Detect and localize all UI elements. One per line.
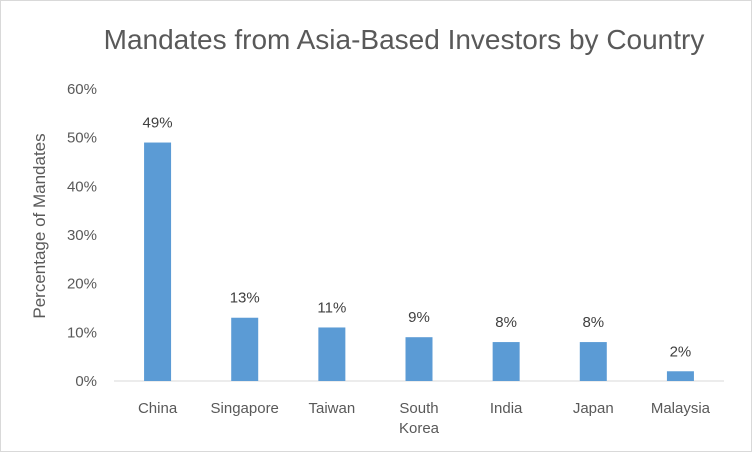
data-label: 9% <box>408 309 430 326</box>
y-tick-label: 50% <box>67 130 97 147</box>
y-tick-label: 20% <box>67 276 97 293</box>
data-label: 8% <box>582 314 604 331</box>
bar <box>492 342 520 381</box>
bars <box>144 142 694 381</box>
x-tick-label: Singapore <box>211 400 279 417</box>
x-tick-label-line: South <box>399 400 438 417</box>
x-tick-label-line: Taiwan <box>309 400 356 417</box>
data-label: 11% <box>317 299 346 316</box>
x-tick-label-line: China <box>138 400 178 417</box>
chart-title: Mandates from Asia-Based Investors by Co… <box>104 24 705 55</box>
data-label: 49% <box>143 115 173 132</box>
data-labels: 49% 13% 11% 9% 8% 8% 2% <box>143 115 692 361</box>
x-tick-label-line: Japan <box>573 400 614 417</box>
x-tick-label-line: Malaysia <box>651 400 711 417</box>
bar <box>318 327 346 381</box>
data-label: 8% <box>495 314 517 331</box>
x-tick-label: Japan <box>573 400 614 417</box>
x-tick-label-line: India <box>490 400 523 417</box>
bar <box>579 342 607 381</box>
x-tick-label: South Korea <box>399 400 440 437</box>
x-ticks: China Singapore Taiwan South Korea India Japan… <box>138 400 711 437</box>
y-ticks: 0% 10% 20% 30% 40% 50% 60% <box>67 81 97 390</box>
x-tick-label-line: Singapore <box>211 400 279 417</box>
bar <box>231 317 259 381</box>
bar <box>666 371 694 381</box>
bar <box>144 142 172 381</box>
x-tick-label: Taiwan <box>309 400 356 417</box>
y-tick-label: 30% <box>67 227 97 244</box>
bar <box>405 337 433 381</box>
x-tick-label: India <box>490 400 523 417</box>
y-tick-label: 40% <box>67 178 97 195</box>
y-axis-label: Percentage of Mandates <box>30 133 49 318</box>
x-tick-label: Malaysia <box>651 400 711 417</box>
y-tick-label: 10% <box>67 324 97 341</box>
data-label: 2% <box>670 343 692 360</box>
x-tick-label-line: Korea <box>399 420 440 437</box>
x-tick-label: China <box>138 400 178 417</box>
y-tick-label: 60% <box>67 81 97 98</box>
data-label: 13% <box>230 290 260 307</box>
y-tick-label: 0% <box>75 373 97 390</box>
